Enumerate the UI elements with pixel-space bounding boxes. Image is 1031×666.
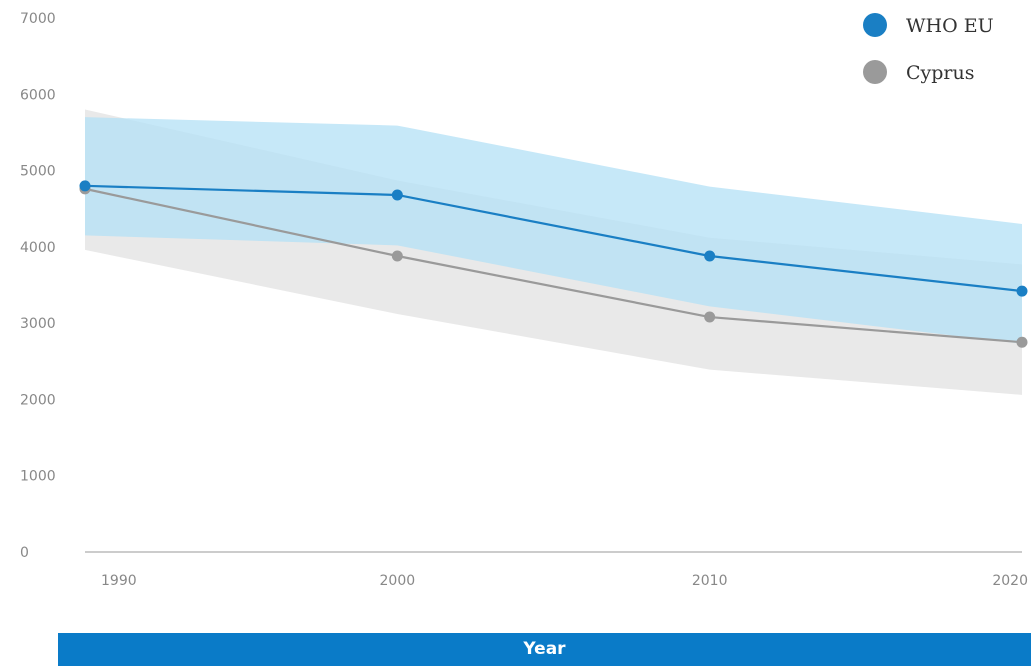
y-tick-label: 3000 (20, 316, 56, 332)
x-tick-label: 2020 (992, 573, 1028, 589)
x-tick-label: 1990 (101, 573, 137, 589)
series-points (79, 180, 1028, 348)
y-tick-label: 4000 (20, 240, 56, 256)
y-tick-label: 5000 (20, 164, 56, 180)
y-tick-label: 2000 (20, 392, 56, 408)
legend-label: WHO EU (906, 15, 994, 37)
x-axis-title: Year (523, 639, 566, 659)
y-tick-label: 6000 (20, 87, 56, 103)
line-cyprus (84, 187, 1023, 344)
data-point-cyprus[interactable] (391, 250, 403, 262)
x-axis-title-bar: Year (58, 633, 1031, 666)
line-who-eu (84, 184, 1023, 293)
band-who-eu (85, 117, 1022, 344)
y-tick-label: 7000 (20, 11, 56, 27)
data-point-cyprus[interactable] (1016, 336, 1028, 348)
y-axis-ticks: 0 1000 2000 3000 4000 5000 6000 7000 (20, 11, 56, 561)
data-point-cyprus[interactable] (704, 311, 716, 323)
data-point-who-eu[interactable] (391, 189, 403, 201)
data-point-who-eu[interactable] (79, 180, 91, 192)
y-tick-label: 0 (20, 545, 29, 561)
data-point-who-eu[interactable] (1016, 285, 1028, 297)
x-tick-label: 2000 (380, 573, 416, 589)
legend: WHO EU Cyprus (863, 13, 994, 84)
confidence-bands (85, 109, 1022, 395)
series-lines (84, 184, 1023, 344)
x-tick-label: 2010 (692, 573, 728, 589)
x-axis-ticks: 1990 2000 2010 2020 (101, 573, 1028, 589)
data-point-who-eu[interactable] (704, 250, 716, 262)
legend-marker (863, 13, 887, 37)
y-tick-label: 1000 (20, 469, 56, 485)
legend-marker (863, 60, 887, 84)
legend-label: Cyprus (906, 62, 975, 84)
